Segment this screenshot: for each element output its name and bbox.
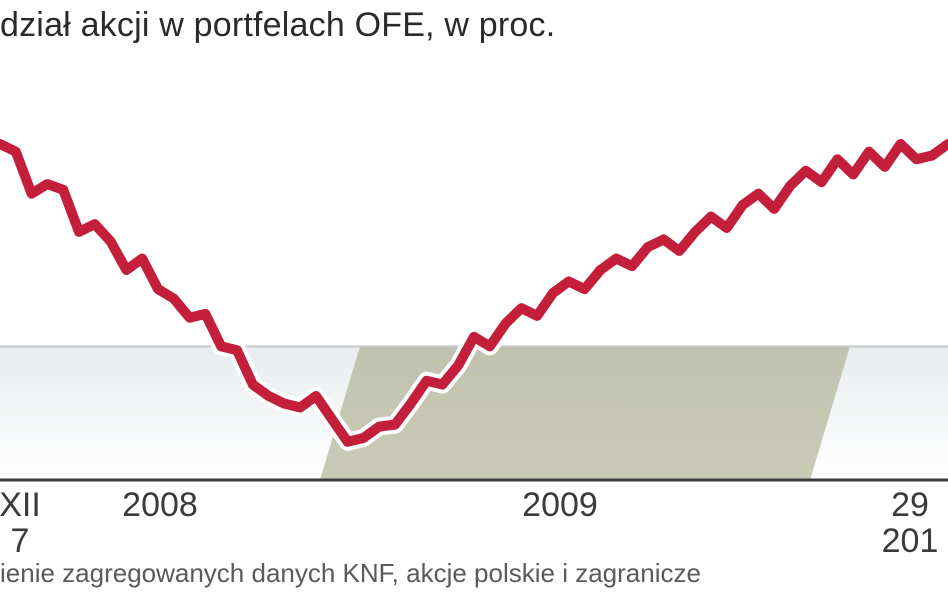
x-axis-tick-label: XII 7	[0, 488, 80, 559]
chart-container: dział akcji w portfelach OFE, w proc. XI…	[0, 0, 948, 593]
x-axis-tick-label: 2008	[100, 488, 220, 524]
x-axis-tick-label: 2009	[500, 488, 620, 524]
x-axis-tick-label: 29 201	[850, 488, 948, 559]
chart-footnote: ienie zagregowanych danych KNF, akcje po…	[0, 558, 701, 589]
